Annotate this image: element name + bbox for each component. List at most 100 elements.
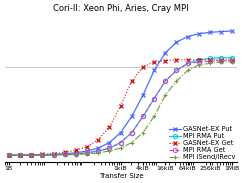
GASNet-EX Get <box>108 126 111 128</box>
MPI RMA Get <box>153 98 156 100</box>
GASNet-EX Get <box>231 59 234 61</box>
MPI RMA Put <box>153 98 156 100</box>
GASNet-EX Put <box>119 132 122 134</box>
MPI ISend/IRecv <box>97 152 100 154</box>
MPI RMA Get <box>108 147 111 149</box>
MPI RMA Get <box>220 59 223 62</box>
MPI ISend/IRecv <box>208 62 211 64</box>
MPI ISend/IRecv <box>153 115 156 117</box>
Line: GASNet-EX Put: GASNet-EX Put <box>6 29 235 158</box>
MPI RMA Put <box>186 62 189 64</box>
Line: MPI RMA Get: MPI RMA Get <box>7 59 234 157</box>
GASNet-EX Get <box>142 66 145 68</box>
GASNet-EX Put <box>7 154 10 156</box>
MPI RMA Get <box>142 115 145 117</box>
MPI RMA Get <box>30 154 33 156</box>
MPI ISend/IRecv <box>86 153 89 155</box>
Line: MPI RMA Put: MPI RMA Put <box>7 56 234 157</box>
GASNet-EX Put <box>186 36 189 38</box>
X-axis label: Transfer Size: Transfer Size <box>99 173 144 179</box>
MPI RMA Put <box>97 150 100 152</box>
GASNet-EX Get <box>97 139 100 141</box>
MPI ISend/IRecv <box>52 154 55 156</box>
MPI RMA Put <box>130 132 133 134</box>
MPI RMA Put <box>119 141 122 144</box>
GASNet-EX Put <box>74 152 77 154</box>
MPI ISend/IRecv <box>220 61 223 63</box>
GASNet-EX Put <box>52 153 55 156</box>
Legend: GASNet-EX Put, MPI RMA Put, GASNet-EX Get, MPI RMA Get, MPI ISend/IRecv: GASNet-EX Put, MPI RMA Put, GASNet-EX Ge… <box>168 126 236 161</box>
MPI RMA Get <box>231 59 234 62</box>
GASNet-EX Get <box>220 59 223 61</box>
GASNet-EX Get <box>153 61 156 63</box>
MPI RMA Put <box>164 80 167 82</box>
GASNet-EX Get <box>63 151 66 154</box>
MPI RMA Get <box>19 154 22 156</box>
MPI ISend/IRecv <box>63 154 66 156</box>
MPI RMA Get <box>197 61 200 63</box>
MPI RMA Put <box>208 57 211 59</box>
GASNet-EX Get <box>30 154 33 156</box>
GASNet-EX Get <box>19 154 22 156</box>
Title: Cori-II: Xeon Phi, Aries, Cray MPI: Cori-II: Xeon Phi, Aries, Cray MPI <box>53 4 189 13</box>
GASNet-EX Get <box>208 59 211 61</box>
MPI ISend/IRecv <box>197 64 200 66</box>
GASNet-EX Put <box>63 153 66 155</box>
GASNet-EX Put <box>108 141 111 144</box>
MPI RMA Get <box>186 62 189 64</box>
GASNet-EX Put <box>19 154 22 156</box>
MPI RMA Get <box>97 150 100 152</box>
GASNet-EX Get <box>7 154 10 156</box>
MPI RMA Put <box>74 153 77 155</box>
MPI ISend/IRecv <box>186 69 189 72</box>
GASNet-EX Get <box>130 80 133 82</box>
GASNet-EX Get <box>52 153 55 155</box>
GASNet-EX Put <box>175 41 178 43</box>
MPI ISend/IRecv <box>7 154 10 156</box>
MPI RMA Get <box>41 154 44 156</box>
MPI ISend/IRecv <box>19 154 22 156</box>
MPI RMA Get <box>63 153 66 156</box>
MPI RMA Put <box>231 57 234 59</box>
GASNet-EX Put <box>30 154 33 156</box>
GASNet-EX Put <box>220 31 223 33</box>
MPI RMA Put <box>142 115 145 117</box>
GASNet-EX Get <box>175 59 178 61</box>
MPI RMA Get <box>7 154 10 156</box>
GASNet-EX Put <box>231 30 234 32</box>
MPI RMA Get <box>130 132 133 134</box>
MPI RMA Put <box>52 154 55 156</box>
GASNet-EX Put <box>130 115 133 117</box>
MPI RMA Get <box>119 141 122 144</box>
MPI RMA Get <box>52 154 55 156</box>
MPI ISend/IRecv <box>130 141 133 144</box>
GASNet-EX Get <box>41 153 44 156</box>
MPI ISend/IRecv <box>175 80 178 82</box>
GASNet-EX Put <box>208 31 211 33</box>
Line: GASNet-EX Get: GASNet-EX Get <box>6 57 235 158</box>
MPI ISend/IRecv <box>74 153 77 156</box>
MPI RMA Put <box>175 69 178 72</box>
MPI RMA Put <box>41 154 44 156</box>
MPI ISend/IRecv <box>142 132 145 134</box>
GASNet-EX Put <box>142 94 145 96</box>
MPI RMA Get <box>164 80 167 82</box>
MPI RMA Get <box>74 153 77 155</box>
GASNet-EX Put <box>197 33 200 35</box>
MPI RMA Put <box>19 154 22 156</box>
MPI ISend/IRecv <box>108 150 111 152</box>
GASNet-EX Put <box>41 154 44 156</box>
GASNet-EX Put <box>153 69 156 72</box>
GASNet-EX Put <box>164 52 167 54</box>
MPI RMA Get <box>208 60 211 62</box>
GASNet-EX Put <box>97 147 100 149</box>
GASNet-EX Get <box>74 149 77 151</box>
MPI RMA Put <box>7 154 10 156</box>
MPI RMA Get <box>86 152 89 154</box>
MPI ISend/IRecv <box>164 94 167 96</box>
GASNet-EX Get <box>186 59 189 61</box>
MPI RMA Get <box>175 69 178 72</box>
MPI ISend/IRecv <box>119 147 122 149</box>
MPI RMA Put <box>30 154 33 156</box>
MPI RMA Put <box>86 152 89 154</box>
